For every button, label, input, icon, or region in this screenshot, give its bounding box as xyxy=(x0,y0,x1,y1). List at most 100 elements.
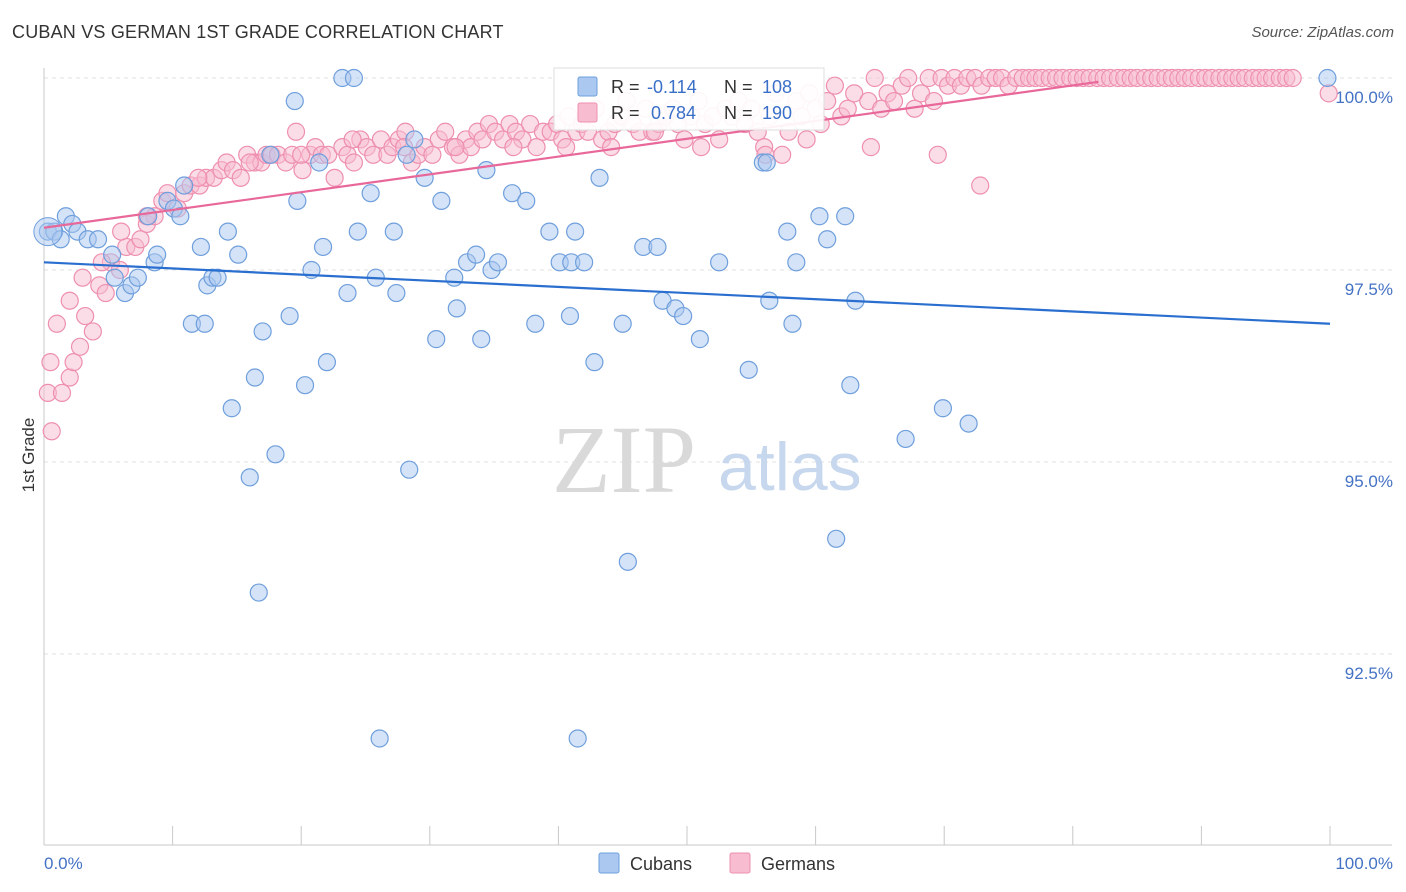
cubans-point-45 xyxy=(344,68,364,88)
germans-point-134 xyxy=(924,91,944,111)
cubans-point-50 xyxy=(384,222,403,241)
cubans-point-54 xyxy=(405,130,424,149)
cubans-point-61 xyxy=(466,245,486,264)
cubans-point-12 xyxy=(128,268,147,287)
germans-point-3 xyxy=(60,368,79,387)
germans-point-38 xyxy=(293,161,312,180)
germans-point-208 xyxy=(73,268,92,287)
cubans-point-66 xyxy=(503,184,522,203)
cubans-point-92 xyxy=(783,314,802,333)
cubans-point-21 xyxy=(191,237,210,257)
watermark-atlas: atlas xyxy=(718,429,862,505)
cubans-point-65 xyxy=(488,253,508,272)
cubans-point-51 xyxy=(387,283,406,303)
germans-point-204 xyxy=(189,168,208,187)
y-tick-label-3: 100.0% xyxy=(1335,88,1393,107)
stats-swatch-germans xyxy=(577,102,598,123)
stats-cubans-n-value: 108 xyxy=(762,77,792,97)
germans-point-9 xyxy=(96,283,115,303)
source-label: Source: ZipAtlas.com xyxy=(1251,24,1394,41)
cubans-point-15 xyxy=(148,245,167,264)
germans-point-188 xyxy=(1319,84,1338,103)
germans-point-206 xyxy=(112,222,131,241)
chart-title: CUBAN VS GERMAN 1ST GRADE CORRELATION CH… xyxy=(12,22,504,42)
cubans-point-79 xyxy=(618,552,637,571)
x-tick-marks xyxy=(43,826,1331,845)
y-tick-labels: 92.5% 95.0% 97.5% 100.0% xyxy=(1335,88,1393,683)
germans-point-37 xyxy=(286,122,306,141)
cubans-point-102 xyxy=(959,414,978,433)
germans-point-58 xyxy=(423,145,442,164)
cubans-point-7 xyxy=(88,230,108,249)
legend: Cubans Germans xyxy=(598,852,835,874)
cubans-point-41 xyxy=(313,237,333,257)
cubans-point-68 xyxy=(526,314,545,333)
cubans-point-75 xyxy=(575,253,594,272)
cubans-point-18 xyxy=(171,207,190,226)
germans-point-187 xyxy=(1283,68,1302,88)
germans-point-2 xyxy=(52,383,72,402)
cubans-point-58 xyxy=(445,268,464,287)
cubans-point-55 xyxy=(415,168,434,187)
cubans-point-91 xyxy=(778,222,797,241)
stats-cubans-r-value: -0.114 xyxy=(647,77,697,97)
germans-point-125 xyxy=(865,68,884,88)
cubans-point-78 xyxy=(613,314,632,333)
legend-label-cubans: Cubans xyxy=(630,854,692,874)
cubans-point-large xyxy=(33,217,63,247)
cubans-point-71 xyxy=(560,306,580,326)
cubans-point-33 xyxy=(261,145,280,164)
x-tick-label-max: 100.0% xyxy=(1335,854,1393,873)
germans-trend-line xyxy=(43,80,1099,229)
cubans-trend-line xyxy=(43,261,1331,325)
cubans-point-89 xyxy=(757,153,776,172)
germans-point-202 xyxy=(292,145,311,164)
y-tick-label-0: 92.5% xyxy=(1345,664,1393,683)
germans-point-197 xyxy=(557,138,576,157)
germans-point-130 xyxy=(899,68,918,88)
cubans-point-19 xyxy=(175,176,194,195)
germans-point-43 xyxy=(325,168,344,187)
cubans-point-31 xyxy=(249,583,268,602)
cubans-point-100 xyxy=(896,429,915,449)
cubans-point-67 xyxy=(517,191,536,210)
cubans-point-32 xyxy=(253,322,272,341)
cubans-point-25 xyxy=(208,268,227,287)
y-axis-label: 1st Grade xyxy=(19,418,38,493)
cubans-point-42 xyxy=(317,353,337,372)
germans-point-112 xyxy=(773,145,792,164)
stats-cubans-r-label: R = xyxy=(611,77,640,97)
y-tick-label-1: 95.0% xyxy=(1345,472,1393,491)
cubans-point-13 xyxy=(139,207,158,226)
stats-germans-n-label: N = xyxy=(724,103,753,123)
cubans-point-103 xyxy=(1318,68,1337,88)
cubans-point-36 xyxy=(285,91,304,111)
cubans-point-44 xyxy=(338,283,357,303)
cubans-point-94 xyxy=(810,207,829,226)
germans-point-74 xyxy=(527,138,546,157)
germans-point-196 xyxy=(602,138,621,157)
germans-point-198 xyxy=(504,138,523,157)
cubans-point-56 xyxy=(427,330,446,349)
stats-germans-r-value: 0.784 xyxy=(651,103,696,123)
germans-point-209 xyxy=(60,291,79,310)
cubans-point-28 xyxy=(229,245,248,264)
cubans-points xyxy=(33,68,1337,748)
cubans-point-69 xyxy=(540,222,559,241)
watermark-zip: ZIP xyxy=(552,406,696,513)
cubans-point-90 xyxy=(760,291,779,310)
cubans-point-81 xyxy=(648,237,667,257)
germans-point-46 xyxy=(344,153,364,172)
cubans-point-96 xyxy=(827,529,846,548)
cubans-point-35 xyxy=(280,306,299,326)
germans-point-211 xyxy=(41,353,60,372)
cubans-point-53 xyxy=(400,460,419,479)
cubans-point-59 xyxy=(447,299,466,318)
germans-point-6 xyxy=(76,306,95,326)
germans-point-123 xyxy=(845,84,864,103)
cubans-point-52 xyxy=(397,145,416,164)
cubans-point-8 xyxy=(103,245,122,264)
cubans-point-46 xyxy=(348,222,367,241)
cubans-point-87 xyxy=(739,360,758,379)
